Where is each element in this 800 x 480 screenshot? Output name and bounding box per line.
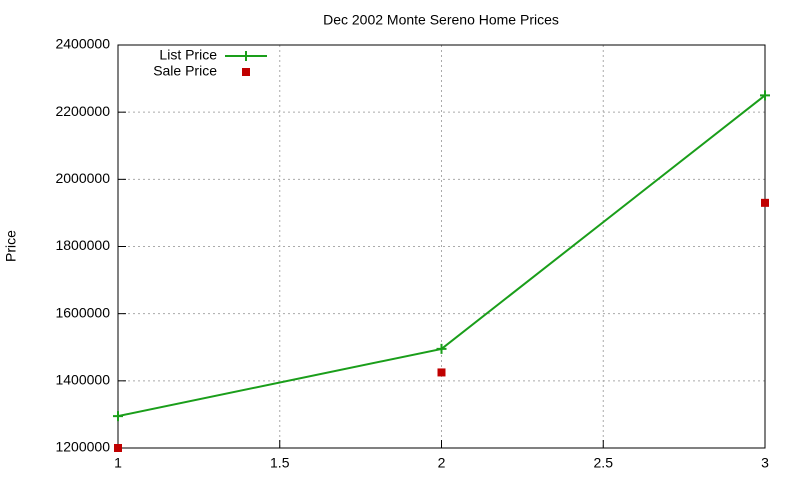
legend-label: Sale Price bbox=[153, 63, 217, 79]
y-tick-label: 1400000 bbox=[55, 372, 110, 388]
y-axis-label: Price bbox=[3, 230, 19, 262]
point bbox=[113, 411, 123, 422]
point bbox=[761, 198, 769, 207]
legend-label: List Price bbox=[159, 47, 217, 63]
x-tick-label: 1 bbox=[114, 455, 122, 471]
x-tick-label: 2.5 bbox=[594, 455, 614, 471]
plot-frame bbox=[117, 44, 766, 449]
x-tick-label: 1.5 bbox=[270, 455, 290, 471]
point bbox=[436, 343, 447, 354]
x-tick-label: 3 bbox=[761, 455, 769, 471]
point bbox=[242, 68, 250, 76]
point bbox=[241, 51, 251, 61]
point bbox=[760, 90, 770, 101]
y-tick-label: 2200000 bbox=[55, 103, 110, 119]
x-tick-label: 2 bbox=[438, 455, 446, 471]
y-tick-label: 2400000 bbox=[55, 36, 110, 52]
y-tick-label: 1600000 bbox=[55, 304, 110, 320]
y-tick-label: 2000000 bbox=[55, 170, 110, 186]
y-tick-label: 1800000 bbox=[55, 237, 110, 253]
chart-title: Dec 2002 Monte Sereno Home Prices bbox=[323, 12, 559, 28]
point bbox=[437, 368, 446, 377]
point bbox=[114, 444, 122, 452]
y-tick-label: 1200000 bbox=[55, 439, 110, 455]
